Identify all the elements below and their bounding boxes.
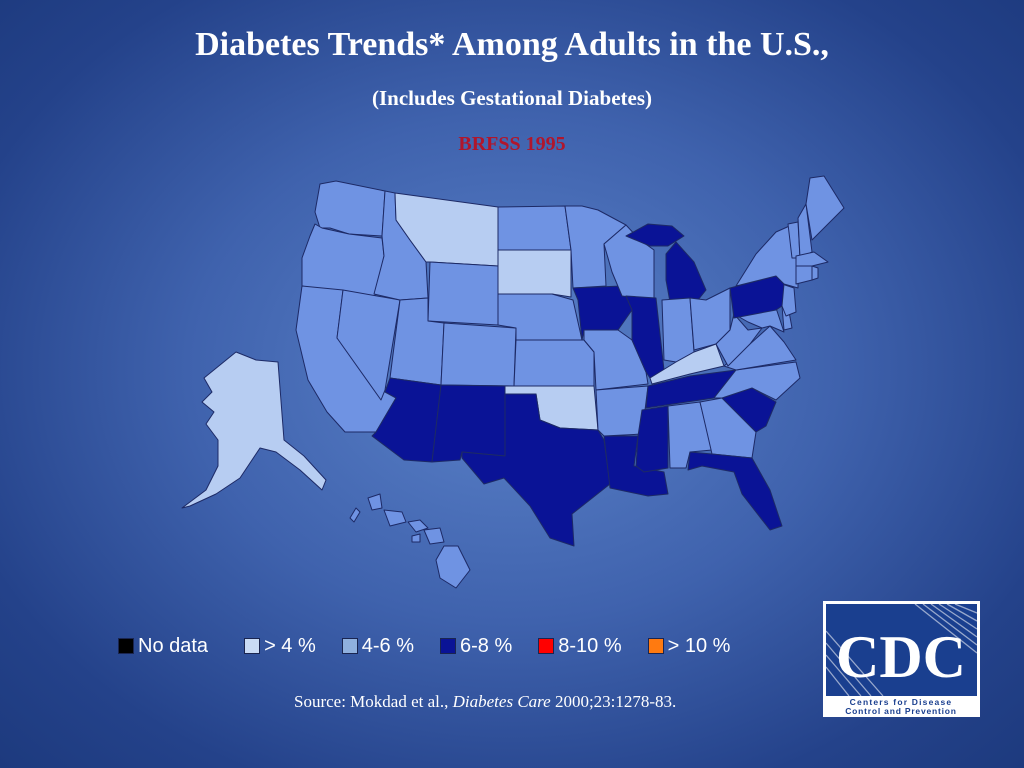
legend-swatch bbox=[647, 638, 664, 654]
state-wa bbox=[314, 180, 386, 237]
state-in bbox=[661, 297, 695, 363]
legend-swatch bbox=[440, 638, 457, 654]
cdc-logo-line1: Centers for Disease bbox=[850, 697, 953, 707]
state-mo bbox=[583, 329, 649, 391]
legend-item: 6-8 % bbox=[440, 635, 512, 658]
legend-swatch bbox=[538, 638, 555, 654]
legend-item: No data bbox=[118, 635, 208, 658]
source-prefix: Source: Mokdad et al., bbox=[294, 692, 453, 711]
state-mi-upper bbox=[625, 223, 685, 247]
state-il bbox=[625, 295, 665, 379]
state-nm bbox=[431, 384, 506, 463]
state-hi-3 bbox=[383, 509, 407, 527]
state-hi-5 bbox=[411, 533, 421, 543]
state-me bbox=[805, 175, 845, 241]
state-ct bbox=[795, 265, 813, 285]
legend-label: 4-6 % bbox=[361, 634, 415, 657]
legend-label: > 10 % bbox=[667, 634, 731, 657]
legend-item: 4-6 % bbox=[341, 634, 415, 658]
state-hi-6 bbox=[423, 527, 445, 545]
state-ar bbox=[595, 385, 649, 437]
cdc-logo-line2: Control and Prevention bbox=[845, 706, 957, 716]
state-ks bbox=[513, 339, 595, 387]
legend-swatch bbox=[244, 638, 261, 654]
legend-label: > 4 % bbox=[264, 634, 316, 657]
state-wv bbox=[715, 313, 763, 367]
state-ri bbox=[811, 265, 819, 281]
state-wy bbox=[427, 261, 499, 326]
slide-title: Diabetes Trends* Among Adults in the U.S… bbox=[195, 26, 829, 63]
legend-item: > 10 % bbox=[647, 634, 731, 658]
state-mi-lower bbox=[665, 241, 707, 303]
state-fl bbox=[687, 451, 783, 531]
cdc-logo: CDC Centers for Disease Control and Prev… bbox=[823, 601, 980, 717]
state-nj bbox=[781, 283, 797, 317]
state-co bbox=[440, 322, 517, 387]
state-hi-1 bbox=[349, 507, 361, 523]
legend-label: 6-8 % bbox=[460, 634, 513, 657]
map-legend: No data > 4 % 4-6 % 6-8 % 8-10 % > 10 % bbox=[118, 632, 756, 660]
state-ma bbox=[795, 251, 829, 267]
state-ak bbox=[181, 351, 327, 509]
legend-label: 8-10 % bbox=[558, 634, 622, 657]
state-nv bbox=[336, 289, 401, 401]
legend-item: > 4 % bbox=[244, 635, 316, 658]
state-sd bbox=[497, 249, 572, 298]
state-hi-4 bbox=[407, 519, 429, 533]
state-nd bbox=[497, 205, 572, 251]
state-hi-2 bbox=[367, 493, 383, 511]
state-ms bbox=[635, 405, 669, 473]
state-hi-7 bbox=[435, 545, 471, 589]
state-tx bbox=[461, 393, 611, 547]
legend-label: No data bbox=[138, 634, 209, 657]
state-wi bbox=[603, 224, 655, 301]
state-ky bbox=[649, 343, 725, 385]
legend-item: 8-10 % bbox=[538, 634, 622, 658]
cdc-logo-text: CDC bbox=[836, 624, 966, 690]
legend-swatch bbox=[118, 638, 134, 654]
state-ga bbox=[699, 397, 757, 459]
source-citation-detail: 2000;23:1278-83. bbox=[550, 692, 677, 711]
survey-year-label: BRFSS 1995 bbox=[458, 133, 566, 155]
slide-subtitle: (Includes Gestational Diabetes) bbox=[372, 86, 652, 110]
source-journal: Diabetes Care bbox=[452, 692, 551, 711]
legend-swatch bbox=[341, 638, 358, 654]
source-citation: Source: Mokdad et al., Diabetes Care 200… bbox=[294, 692, 676, 712]
